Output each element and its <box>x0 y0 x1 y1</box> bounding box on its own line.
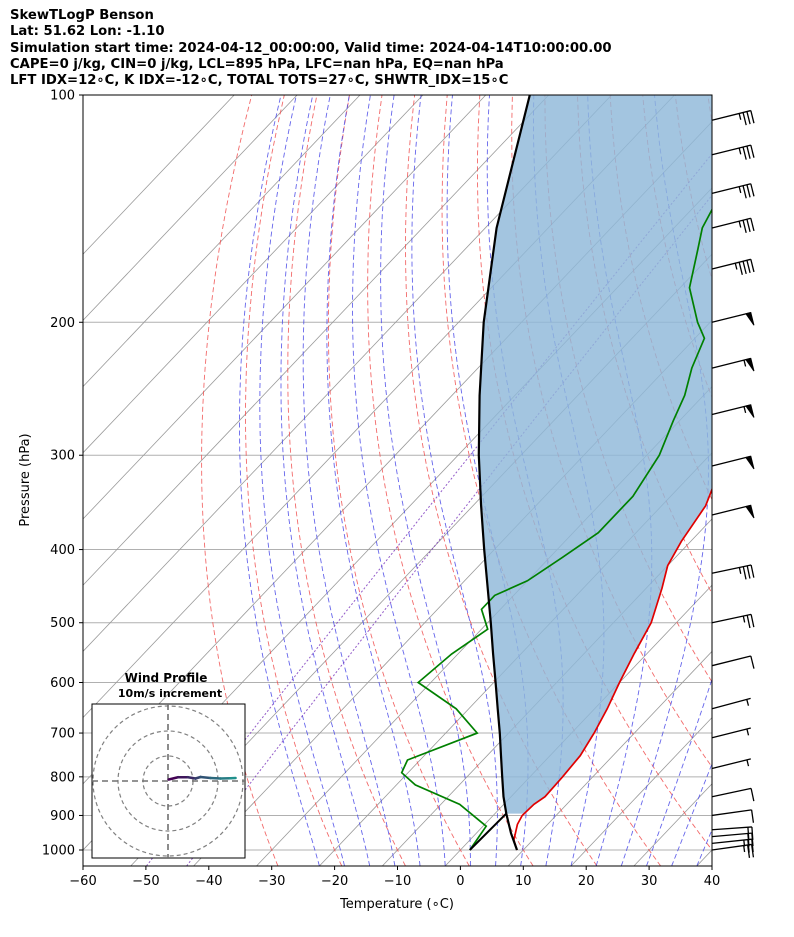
inset-title: Wind Profile <box>125 671 208 685</box>
moist-adiabat <box>620 95 709 866</box>
cape-cin-shading <box>478 95 712 814</box>
moist-adiabat <box>646 677 712 866</box>
moist-adiabat <box>722 95 794 866</box>
y-tick-label: 400 <box>50 543 75 558</box>
wind-barb <box>711 826 754 841</box>
moist-adiabat <box>671 762 712 866</box>
y-tick-label: 800 <box>50 770 75 785</box>
x-tick-label: −10 <box>384 874 411 889</box>
y-tick-label: 200 <box>50 316 75 331</box>
moist-adiabat <box>326 95 421 866</box>
parcel-profile-line <box>477 95 531 851</box>
isotherm-line <box>83 95 298 321</box>
isotherm-line <box>83 95 361 388</box>
y-tick-label: 700 <box>50 727 75 742</box>
mixing-ratio-line <box>186 194 712 866</box>
wind-barb <box>711 357 755 372</box>
x-tick-label: −60 <box>69 874 96 889</box>
wind-barb <box>711 311 755 326</box>
y-tick-label: 300 <box>50 449 75 464</box>
y-tick-label: 600 <box>50 676 75 691</box>
moist-adiabat <box>411 95 498 866</box>
moist-adiabat <box>302 95 396 866</box>
lifted-indices: LFT IDX=12∘C, K IDX=-12∘C, TOTAL TOTS=27… <box>10 73 509 89</box>
moist-adiabat <box>280 95 371 866</box>
y-tick-label: 1000 <box>42 844 75 859</box>
x-axis-label: Temperature (∘C) <box>339 897 454 912</box>
wind-barb <box>711 613 755 629</box>
y-tick-label: 500 <box>50 616 75 631</box>
dry-adiabat <box>740 95 794 866</box>
x-tick-label: −20 <box>321 874 348 889</box>
wind-barb <box>711 843 755 858</box>
isotherm-line <box>83 95 612 652</box>
y-tick-label: 900 <box>50 809 75 824</box>
dewpoint-line <box>400 207 712 851</box>
isotherm-line <box>83 95 487 520</box>
isotherm-line <box>83 95 235 255</box>
moist-adiabat <box>259 95 346 866</box>
hodograph-segment <box>199 775 212 780</box>
wind-barb <box>711 258 755 275</box>
wind-barb <box>711 404 755 418</box>
x-tick-label: 0 <box>456 874 464 889</box>
wind-barb <box>711 787 755 802</box>
moist-adiabat <box>380 95 471 866</box>
dry-adiabat <box>201 95 279 866</box>
wind-barb <box>711 144 755 160</box>
axes: −60 −50 −40 −30 −20 −10 0 10 20 30 40 1000 900 800 700… <box>42 89 720 890</box>
wind-barb <box>711 758 751 770</box>
wind-barb <box>711 727 751 739</box>
simulation-times: Simulation start time: 2024-04-12_00:00:… <box>10 40 612 56</box>
x-tick-label: −50 <box>132 874 159 889</box>
isotherm-line <box>507 650 712 866</box>
wind-barb <box>711 183 755 199</box>
x-tick-label: 40 <box>704 874 721 889</box>
y-axis-label: Pressure (hPa) <box>18 433 33 526</box>
temperature-line <box>513 487 712 851</box>
wind-barb <box>711 504 755 519</box>
dry-adiabat <box>773 95 794 866</box>
x-tick-label: 30 <box>641 874 658 889</box>
x-tick-label: 10 <box>515 874 532 889</box>
inset-subtitle: 10m/s increment <box>118 687 222 700</box>
dry-adiabat <box>405 95 598 866</box>
chart-header: SkewTLogP Benson Lat: 51.62 Lon: -1.10 S… <box>10 8 612 89</box>
station-coordinates: Lat: 51.62 Lon: -1.10 <box>10 24 165 40</box>
isotherm-line <box>83 95 424 454</box>
stability-indices: CAPE=0 j/kg, CIN=0 j/kg, LCL=895 hPa, LF… <box>10 56 504 72</box>
moist-adiabat <box>446 95 529 866</box>
lcl-dewpoint-line <box>469 812 508 851</box>
isotherm-line <box>570 717 712 866</box>
wind-barb <box>711 697 751 710</box>
moist-adiabat <box>239 95 320 866</box>
isotherm-line <box>83 95 549 586</box>
moist-adiabat <box>352 95 446 866</box>
x-tick-label: −40 <box>195 874 222 889</box>
wind-barbs <box>711 109 755 858</box>
dry-adiabat <box>441 95 662 866</box>
wind-barb <box>711 217 755 233</box>
wind-barb <box>711 838 754 853</box>
dry-adiabat <box>245 95 343 866</box>
wind-barb <box>711 655 755 669</box>
isotherm-line <box>760 95 794 866</box>
dry-adiabat <box>327 95 470 866</box>
wind-barb <box>711 109 755 126</box>
wind-barb <box>711 455 755 470</box>
wind-profile-inset: Wind Profile 10m/s increment <box>91 671 246 859</box>
dry-adiabat <box>287 95 406 866</box>
hodograph-plot <box>92 704 245 858</box>
y-tick-label: 100 <box>50 89 75 104</box>
hodograph-segment <box>167 775 180 781</box>
wind-barb <box>711 564 755 580</box>
data-layer <box>400 95 712 851</box>
wind-barb <box>711 809 755 823</box>
dry-adiabat <box>707 95 712 126</box>
hodograph-segment <box>209 776 222 780</box>
station-title: SkewTLogP Benson <box>10 8 154 23</box>
x-tick-label: −30 <box>258 874 285 889</box>
x-tick-label: 20 <box>578 874 595 889</box>
